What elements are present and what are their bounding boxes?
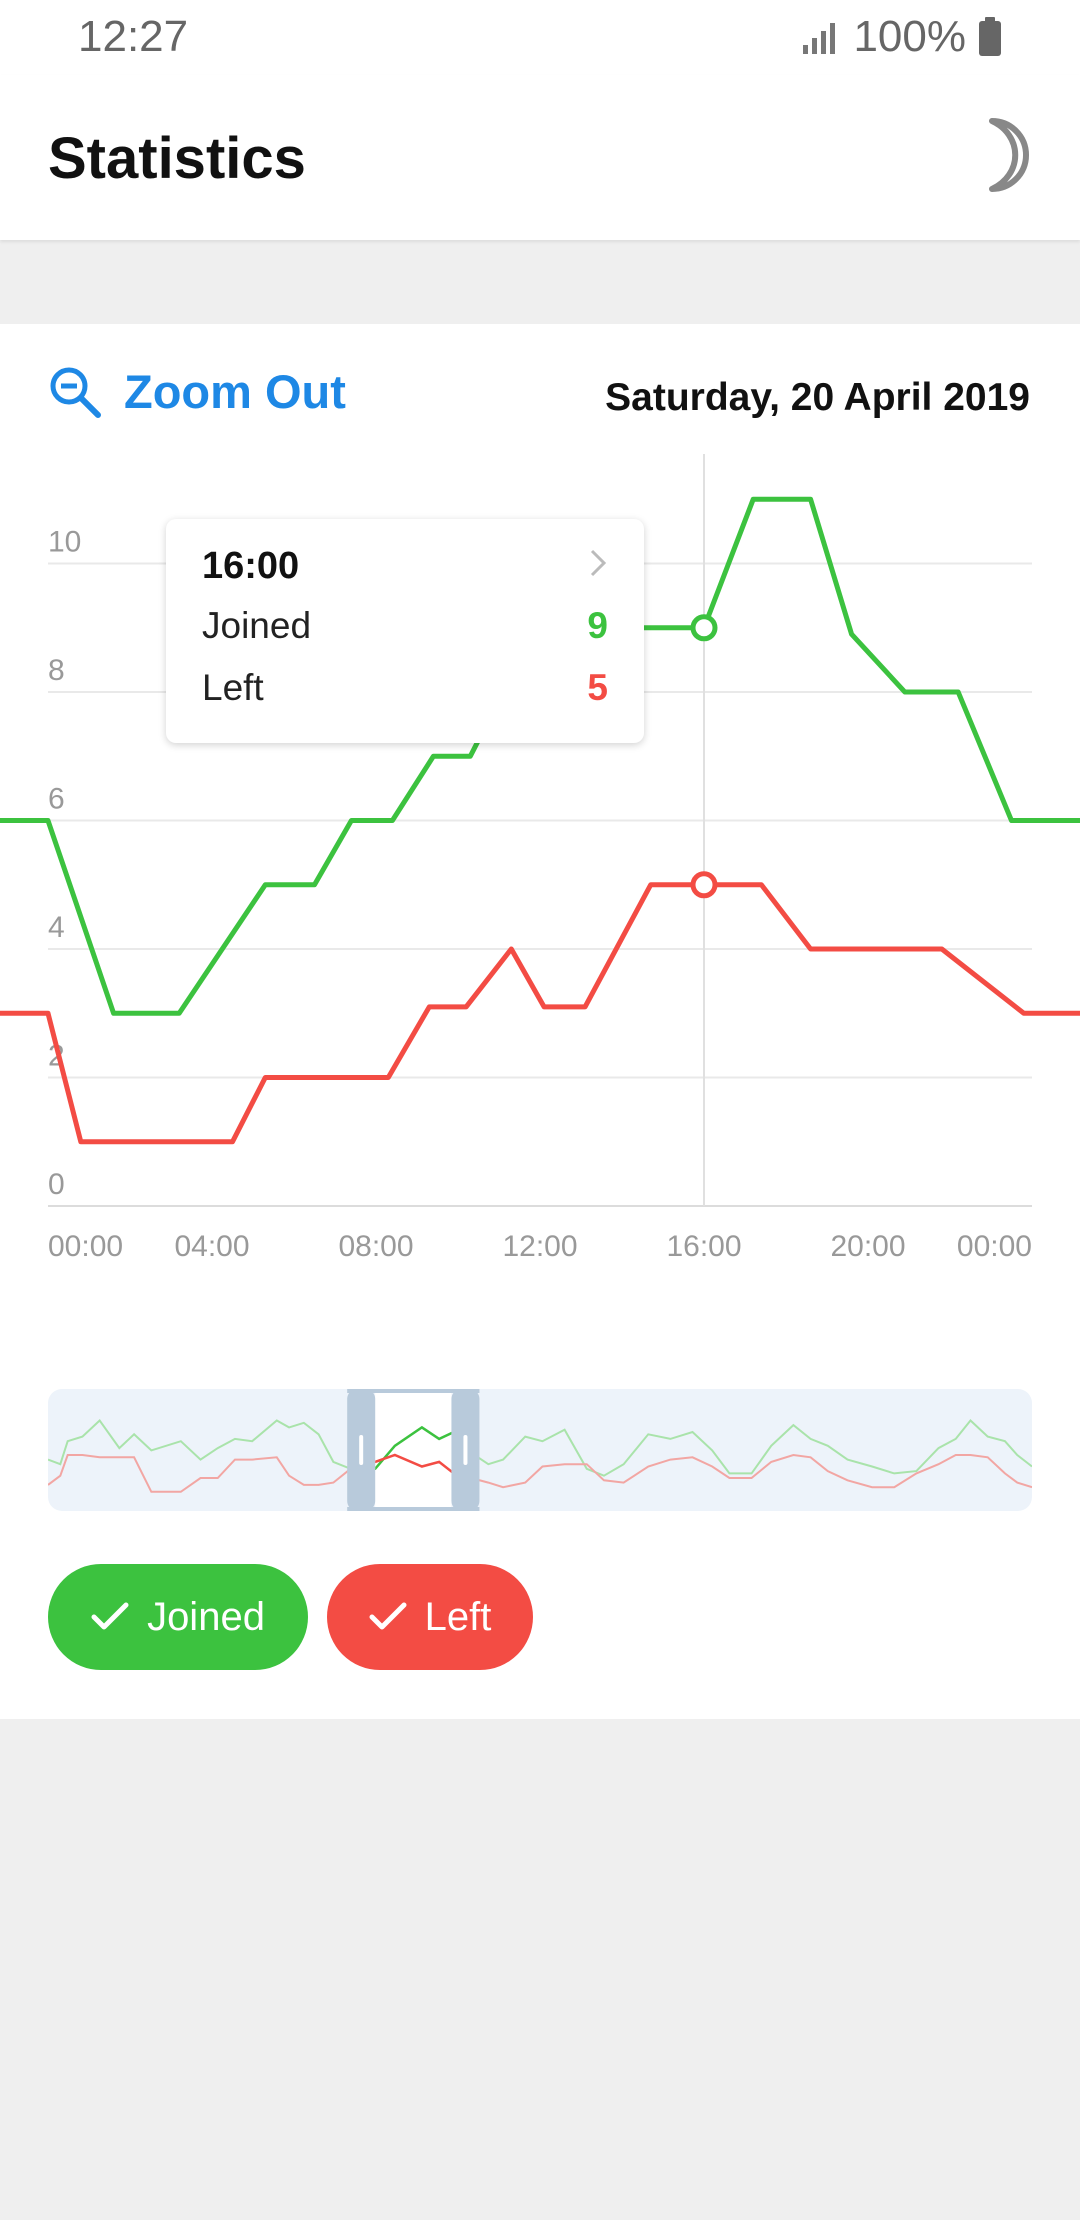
y-tick-label: 4: [48, 911, 65, 944]
series-line-left: [0, 882, 1080, 1145]
status-bar: 12:27 100%: [0, 0, 1080, 75]
x-tick-label: 12:00: [502, 1230, 577, 1263]
navigator-window-top: [347, 1389, 480, 1393]
left-toggle[interactable]: Left: [327, 1564, 533, 1670]
battery-percent: 100%: [853, 12, 966, 61]
chevron-right-icon: [590, 549, 607, 577]
chart-card: Zoom Out Saturday, 20 April 2019 0 2 4 6 8 10…: [0, 324, 1080, 1719]
navigator-line-joined: [48, 1418, 1032, 1477]
x-tick-label: 00:00: [957, 1230, 1032, 1263]
selected-point-joined: [690, 614, 718, 642]
moon-icon: [989, 118, 1029, 192]
y-tick-label: 6: [48, 783, 65, 816]
status-time: 12:27: [78, 12, 189, 61]
zoom-out-icon: [50, 367, 101, 418]
checkmark-icon: [91, 1602, 129, 1630]
x-tick-label: 16:00: [666, 1230, 741, 1263]
x-tick-label: 08:00: [338, 1230, 413, 1263]
night-mode-button[interactable]: [962, 115, 1030, 195]
x-tick-label: 20:00: [830, 1230, 905, 1263]
tooltip-left-value: 5: [587, 667, 608, 708]
tooltip-row-joined: Joined 9: [202, 605, 608, 655]
navigator-window-bottom: [347, 1507, 480, 1511]
y-tick-label: 8: [48, 654, 65, 687]
selected-point-left: [690, 871, 718, 899]
y-tick-label: 0: [48, 1168, 65, 1201]
joined-toggle[interactable]: Joined: [48, 1564, 308, 1670]
signal-icon: [803, 23, 836, 54]
zoom-out-label: Zoom Out: [124, 365, 346, 418]
x-tick-label: 04:00: [174, 1230, 249, 1263]
zoom-out-button[interactable]: Zoom Out: [48, 364, 346, 419]
tooltip-row-left: Left 5: [202, 667, 608, 717]
x-tick-label: 00:00: [48, 1230, 123, 1263]
checkmark-icon: [369, 1602, 407, 1630]
chart-tooltip[interactable]: 16:00 Joined 9 Left 5: [166, 519, 644, 743]
tooltip-joined-value: 9: [587, 605, 608, 646]
tooltip-joined-label: Joined: [202, 605, 312, 646]
page-title: Statistics: [48, 126, 306, 191]
navigator-window: [375, 1389, 452, 1511]
navigator-line-left: [48, 1453, 1032, 1493]
navigator-background: [48, 1389, 1032, 1511]
app-bar: Statistics: [0, 75, 1080, 240]
tooltip-left-label: Left: [202, 667, 264, 708]
battery-icon: [979, 17, 1001, 56]
range-navigator[interactable]: [48, 1389, 1032, 1511]
y-tick-label: 10: [48, 526, 81, 559]
status-indicators: 100%: [801, 12, 1002, 62]
tooltip-time: 16:00: [202, 545, 300, 587]
left-toggle-label: Left: [424, 1594, 492, 1639]
joined-toggle-label: Joined: [147, 1594, 265, 1639]
chart-date: Saturday, 20 April 2019: [605, 376, 1030, 419]
